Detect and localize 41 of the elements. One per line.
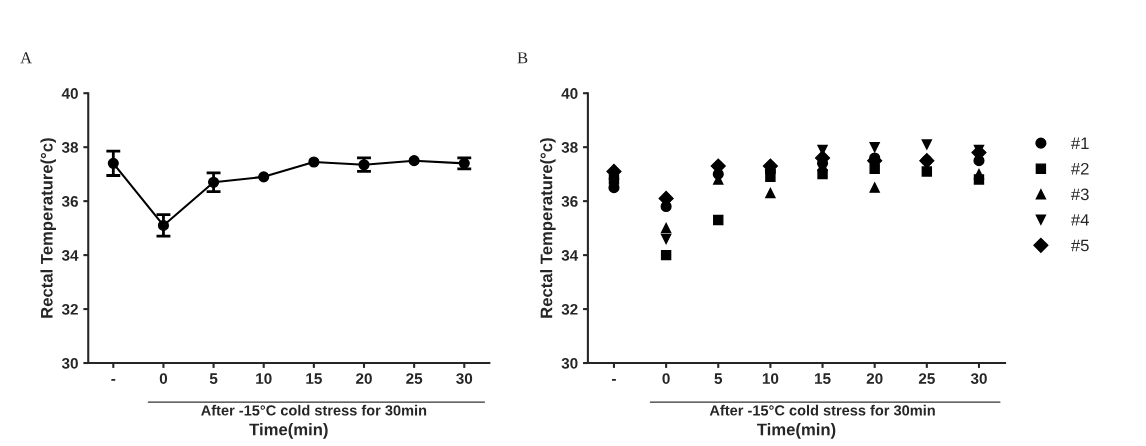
x-tick-label: 10 bbox=[762, 373, 779, 384]
legend-label: #3 bbox=[1070, 188, 1089, 201]
x-tick-label: - bbox=[612, 378, 616, 381]
x-tick-label: 30 bbox=[970, 373, 987, 385]
legend-label: #1 bbox=[1070, 137, 1089, 149]
x-tick-label: 0 bbox=[662, 373, 670, 384]
y-tick-label: 36 bbox=[61, 196, 78, 207]
y-tick-label: 34 bbox=[61, 249, 79, 261]
y-tick-label: 30 bbox=[61, 357, 78, 369]
x-tick-label: 10 bbox=[256, 373, 272, 384]
x-tick-label: 15 bbox=[815, 373, 831, 384]
y-axis-title: Rectal Temperature(°c) bbox=[540, 138, 556, 318]
x-tick-label: 20 bbox=[866, 373, 883, 384]
y-tick-label: 38 bbox=[561, 142, 578, 153]
x-tick-label: 20 bbox=[356, 373, 372, 384]
x-tick-label: 5 bbox=[209, 373, 218, 384]
text: After -15°C cold stress for 30min bbox=[709, 404, 935, 416]
chart-title: B bbox=[517, 52, 528, 64]
legend-label: #4 bbox=[1070, 214, 1089, 226]
chart-title: A bbox=[20, 52, 32, 64]
x-axis-title: Time(min) bbox=[756, 423, 836, 439]
x-tick-label: 25 bbox=[406, 373, 423, 384]
legend-label: #2 bbox=[1070, 162, 1089, 175]
y-tick-label: 32 bbox=[61, 303, 78, 315]
x-tick-label: 30 bbox=[456, 373, 473, 385]
y-tick-label: 32 bbox=[561, 303, 578, 315]
y-tick-label: 36 bbox=[561, 196, 578, 207]
y-tick-label: 30 bbox=[561, 357, 578, 369]
y-tick-label: 40 bbox=[61, 88, 78, 99]
legend-label: #5 bbox=[1070, 239, 1089, 252]
y-tick-label: 34 bbox=[561, 249, 579, 261]
x-axis-title: Time(min) bbox=[249, 423, 328, 439]
x-tick-label: - bbox=[111, 378, 116, 381]
text: After -15°C cold stress for 30min bbox=[201, 404, 427, 416]
y-tick-label: 40 bbox=[561, 88, 578, 99]
y-tick-label: 38 bbox=[61, 142, 79, 153]
x-tick-label: 15 bbox=[306, 373, 322, 384]
y-axis-title: Rectal Temperature(°c) bbox=[40, 138, 56, 318]
x-tick-label: 25 bbox=[918, 373, 935, 384]
x-tick-label: 0 bbox=[159, 373, 168, 384]
x-tick-label: 5 bbox=[714, 373, 723, 384]
